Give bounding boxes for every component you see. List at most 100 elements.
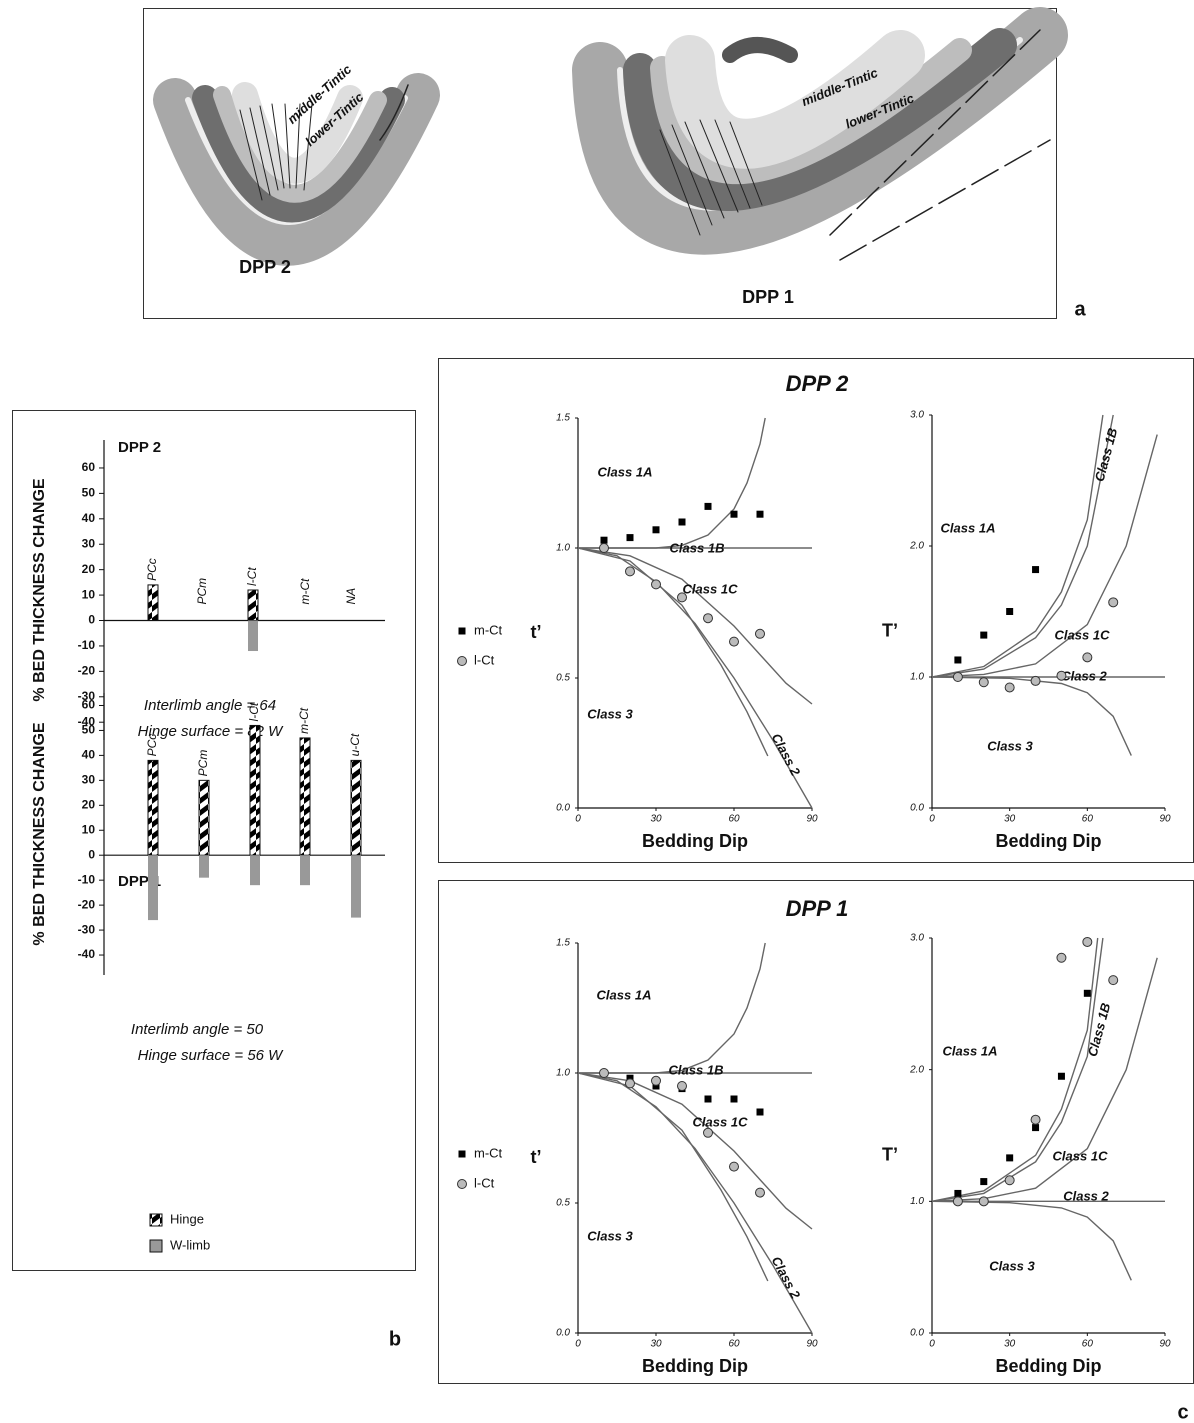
legend-label: l-Ct — [474, 1175, 495, 1190]
point-circle — [1030, 1114, 1041, 1125]
point-square — [1032, 1124, 1040, 1132]
y-tick-label: 60 — [82, 460, 96, 474]
class-curve — [931, 414, 1104, 678]
y-tick-label: -10 — [78, 638, 96, 652]
y-tick-label: 40 — [82, 511, 96, 525]
point-circle — [1108, 597, 1119, 608]
y-tick-label: -40 — [78, 714, 96, 728]
limb-bar — [300, 855, 310, 886]
y-tick-label: -20 — [78, 897, 96, 911]
point-circle — [651, 1075, 661, 1086]
x-tick-label: 90 — [806, 1339, 818, 1350]
class-curve — [578, 417, 766, 549]
y-axis-label: % BED THICKNESS CHANGE — [31, 722, 48, 945]
x-axis-label: Bedding Dip — [996, 1356, 1102, 1376]
y-tick-label: -30 — [78, 689, 96, 703]
y-axis-label: T’ — [882, 1144, 898, 1164]
point-circle — [1056, 952, 1067, 963]
class-label: Class 1B — [669, 1062, 724, 1077]
point-circle — [952, 1196, 963, 1207]
point-circle — [599, 1068, 609, 1078]
y-tick-label: 1.0 — [556, 1068, 570, 1079]
y-tick-label: 1.5 — [556, 938, 570, 949]
category-label: PCc — [145, 734, 159, 757]
class-label: Class 2 — [1061, 668, 1107, 683]
y-tick-label: 30 — [82, 773, 96, 787]
point-circle — [677, 1081, 687, 1091]
class-label: Class 2 — [769, 731, 804, 779]
y-axis-label: t’ — [531, 1147, 542, 1167]
point-circle — [703, 1127, 713, 1138]
class-curve — [931, 937, 1099, 1202]
fold-dpp2 — [153, 73, 440, 266]
category-label: l-Ct — [245, 567, 259, 586]
limb-bar — [351, 855, 361, 918]
class-curve — [577, 1072, 813, 1334]
class-curve — [578, 942, 766, 1074]
panel-c-frame-top — [438, 358, 1194, 863]
legend-swatch — [149, 1239, 163, 1253]
class-curve — [931, 434, 1158, 678]
panel-b-frame — [12, 410, 416, 1271]
class-label: Class 1B — [670, 540, 725, 555]
point-square — [1083, 989, 1091, 997]
limb-bar — [148, 855, 158, 921]
x-axis-label: Bedding Dip — [642, 831, 748, 851]
class-label: Class 3 — [587, 1228, 633, 1243]
y-tick-label: 1.5 — [556, 413, 570, 424]
class-curve — [931, 1200, 1132, 1281]
x-tick-label: 90 — [1159, 814, 1171, 825]
x-tick-label: 0 — [929, 814, 935, 825]
x-tick-label: 30 — [1004, 814, 1016, 825]
hinge-bar — [147, 584, 159, 622]
point-square — [1057, 1072, 1065, 1080]
point-circle — [729, 1161, 739, 1172]
annotation: Hinge surface = 56 W — [138, 1047, 284, 1064]
point-square — [626, 1074, 634, 1082]
class-label: Class 3 — [587, 706, 633, 721]
y-tick-label: 60 — [82, 698, 96, 712]
point-circle — [651, 579, 661, 590]
y-tick-label: -40 — [78, 947, 96, 961]
y-tick-label: 3.0 — [910, 933, 924, 944]
point-circle — [625, 566, 635, 577]
hinge-bar — [247, 589, 259, 622]
category-label: PCm — [195, 578, 209, 605]
point-square — [704, 1095, 712, 1103]
category-label: u-Ct — [348, 733, 362, 756]
class-label: Class 3 — [987, 738, 1033, 753]
x-axis-label: Bedding Dip — [642, 1356, 748, 1376]
y-tick-label: 1.0 — [910, 672, 924, 683]
point-square — [1032, 566, 1040, 574]
point-square — [626, 534, 634, 542]
point-square — [756, 1108, 764, 1116]
x-tick-label: 0 — [929, 1339, 935, 1350]
hinge-bar — [198, 779, 210, 856]
y-tick-label: 50 — [82, 486, 96, 500]
class-label: Class 3 — [989, 1258, 1035, 1273]
point-square — [678, 518, 686, 526]
point-circle — [599, 543, 609, 553]
point-circle — [703, 613, 713, 624]
y-tick-label: -20 — [78, 664, 96, 678]
point-square — [730, 510, 738, 518]
y-tick-label: 40 — [82, 748, 96, 762]
y-tick-label: 0.0 — [910, 1328, 924, 1339]
y-tick-label: 0.0 — [910, 803, 924, 814]
point-circle — [729, 636, 739, 647]
x-tick-label: 60 — [1082, 814, 1094, 825]
class-curve — [577, 547, 769, 757]
point-circle — [1108, 975, 1119, 986]
point-circle — [1082, 936, 1093, 947]
point-square — [600, 536, 608, 544]
class-label: Class 1C — [1053, 1148, 1109, 1163]
point-square — [704, 502, 712, 510]
legend-marker — [457, 656, 467, 666]
x-tick-label: 30 — [650, 1339, 662, 1350]
x-tick-label: 30 — [1004, 1339, 1016, 1350]
fold-name: DPP 1 — [742, 287, 794, 307]
legend-marker — [457, 1179, 467, 1189]
y-tick-label: 20 — [82, 562, 96, 576]
